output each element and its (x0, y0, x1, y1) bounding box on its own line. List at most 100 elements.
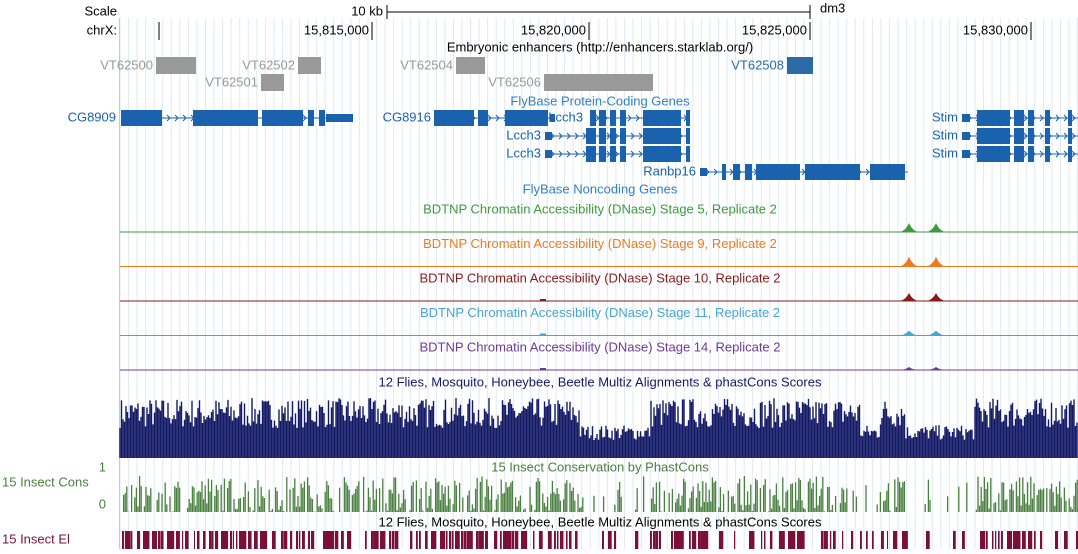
element (1034, 531, 1036, 549)
element (995, 531, 997, 549)
element (365, 531, 367, 549)
strand-arrow (1063, 114, 1068, 122)
element (1016, 531, 1020, 549)
exon (1014, 110, 1024, 126)
exon (733, 164, 740, 180)
strand-arrow (630, 150, 635, 158)
element (443, 531, 446, 549)
element (176, 531, 180, 549)
element (677, 531, 681, 549)
strand-arrow (1023, 114, 1028, 122)
element (203, 531, 206, 549)
gene-label: Stim (932, 145, 958, 160)
exon (193, 110, 258, 126)
element (266, 531, 268, 549)
exon (505, 110, 548, 126)
element (263, 531, 267, 549)
exon (1014, 146, 1024, 162)
peak (898, 223, 920, 232)
element (131, 531, 133, 549)
exon (121, 110, 162, 126)
element (125, 531, 129, 549)
strand-arrow (865, 168, 870, 176)
element (701, 531, 704, 549)
element (503, 531, 507, 549)
exon (962, 132, 970, 140)
element (296, 531, 299, 549)
track-title: FlyBase Noncoding Genes (523, 181, 678, 196)
gene (545, 128, 690, 144)
exon (962, 150, 970, 158)
element (350, 531, 352, 549)
peak (925, 330, 947, 336)
element (227, 531, 229, 549)
element (464, 531, 467, 549)
element (494, 531, 498, 549)
element (281, 531, 284, 549)
enhancer-label: VT62502 (242, 57, 295, 72)
exon (550, 114, 555, 122)
element (992, 531, 994, 549)
element (161, 531, 164, 549)
exon (1068, 146, 1072, 162)
assembly: dm3 (820, 0, 845, 15)
element (656, 531, 659, 549)
scale-label: Scale (84, 3, 117, 18)
element (500, 531, 502, 549)
element (215, 531, 219, 549)
element (830, 531, 832, 549)
exon (1028, 110, 1034, 126)
element (392, 531, 395, 549)
strand-arrow (638, 132, 643, 140)
element (866, 531, 868, 549)
element (449, 531, 452, 549)
strand-arrow (638, 150, 643, 158)
strand-arrow (1055, 132, 1060, 140)
exon (1014, 128, 1024, 144)
exon (478, 110, 488, 126)
exon (545, 132, 552, 140)
exon (700, 168, 707, 176)
enhancer-label: VT62508 (731, 57, 784, 72)
element (1007, 531, 1011, 549)
element (782, 531, 785, 549)
exon (610, 110, 616, 126)
element (167, 531, 171, 549)
element (797, 531, 801, 549)
element (239, 531, 243, 549)
element (893, 531, 897, 549)
gene-label: Stim (932, 109, 958, 124)
element (707, 531, 709, 549)
peak-small (540, 299, 546, 301)
exon (686, 110, 690, 126)
peak-small (540, 333, 546, 336)
element (860, 531, 862, 549)
exon (586, 128, 596, 144)
strand-arrow (1023, 150, 1028, 158)
element (155, 531, 158, 549)
element (335, 531, 339, 549)
strand-arrow (1055, 150, 1060, 158)
element (674, 531, 678, 549)
exon (308, 110, 314, 126)
element (803, 531, 805, 549)
peak (898, 293, 920, 301)
element (557, 531, 559, 549)
strand-arrow (1039, 150, 1044, 158)
position-label: 15,830,000 (963, 22, 1028, 37)
track-title: Embryonic enhancers (http://enhancers.st… (447, 39, 753, 54)
element (653, 531, 656, 549)
gene-label: CG8916 (383, 109, 431, 124)
element (842, 531, 844, 549)
element (614, 531, 617, 549)
exon (977, 146, 1010, 162)
element (224, 531, 228, 549)
strand-arrow (566, 132, 571, 140)
element (152, 531, 155, 549)
element (659, 531, 662, 549)
element (698, 531, 701, 549)
element (575, 531, 578, 549)
element (719, 531, 723, 549)
exon (319, 110, 325, 126)
